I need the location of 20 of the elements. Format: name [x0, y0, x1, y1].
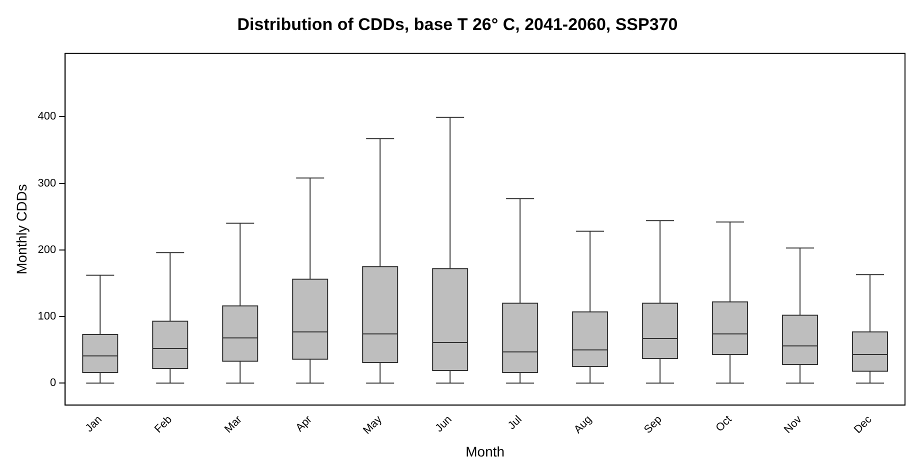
- x-tick-label: Apr: [294, 413, 315, 434]
- x-tick-label: Aug: [572, 414, 594, 436]
- x-axis-title: Month: [466, 443, 505, 460]
- y-tick-label: 400: [38, 110, 56, 123]
- y-tick-label: 100: [38, 310, 56, 323]
- x-tick-label: Nov: [782, 413, 805, 436]
- y-tick-label: 0: [50, 377, 56, 390]
- x-tick-label: Dec: [852, 413, 875, 436]
- x-tick-label: Oct: [714, 414, 734, 434]
- x-tick-label: Feb: [152, 414, 174, 436]
- y-tick-label: 300: [38, 177, 56, 190]
- x-tick-label: Jul: [506, 414, 524, 432]
- x-tick-label: Sep: [642, 414, 664, 436]
- y-tick-label: 200: [38, 244, 56, 256]
- x-tick-label: Mar: [222, 413, 245, 436]
- x-tick-label: Jan: [83, 414, 104, 435]
- y-axis-title: Monthly CDDs: [13, 184, 30, 274]
- x-tick-label: Jun: [433, 414, 454, 435]
- chart-title: Distribution of CDDs, base T 26° C, 2041-2060, SSP370: [237, 14, 678, 34]
- x-tick-label: May: [361, 413, 385, 437]
